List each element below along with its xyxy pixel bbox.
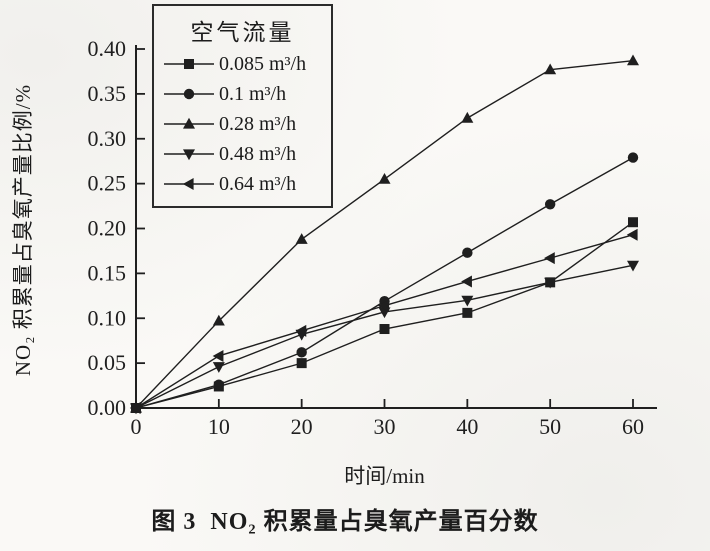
legend: 空气流量 0.085 m³/h 0.1 m³/h 0.28 m³/h 0.48 m³/… <box>152 4 333 208</box>
triangle-up-marker-icon <box>461 111 474 123</box>
circle-marker-icon <box>544 199 556 210</box>
y-axis-title: NO₂ 积累量占臭氧产量比例/% <box>11 83 35 377</box>
triangle-down-marker-icon <box>461 295 474 307</box>
legend-label: 0.085 m³/h <box>219 52 307 75</box>
y-tick-label: 0.30 <box>88 126 127 151</box>
x-axis-title: 时间/min <box>344 464 425 488</box>
figure-caption: 图 3 NO₂ 积累量占臭氧产量百分数 <box>151 509 539 535</box>
y-tick-label: 0.25 <box>88 171 127 196</box>
triangle-down-marker-icon <box>544 277 557 289</box>
y-tick-label: 0.10 <box>88 305 127 330</box>
triangle-up-marker-icon <box>627 54 639 66</box>
legend-items: 0.085 m³/h 0.1 m³/h 0.28 m³/h 0.48 m³/h 0.64… <box>154 49 331 199</box>
triangle-up-marker-icon <box>183 117 195 129</box>
square-marker-icon <box>379 324 390 335</box>
triangle-left-marker-icon <box>378 299 390 312</box>
x-tick-label: 60 <box>622 414 644 439</box>
square-legend-sample <box>164 59 214 69</box>
square-marker-icon <box>296 358 307 369</box>
triangle-up-marker-icon <box>378 172 391 184</box>
y-tick-label: 0.15 <box>88 260 127 285</box>
legend-title: 空气流量 <box>190 20 295 45</box>
triangle-up-marker-icon <box>544 63 557 75</box>
x-tick-label: 40 <box>456 414 478 439</box>
triangle-left-marker-icon <box>129 402 141 414</box>
legend-label: 0.48 m³/h <box>219 142 297 165</box>
legend-label: 0.28 m³/h <box>219 112 297 135</box>
square-marker-icon <box>462 307 473 318</box>
triangle-down-marker-icon <box>627 260 639 272</box>
square-marker-icon <box>184 59 194 69</box>
y-tick-label: 0.35 <box>88 81 127 106</box>
triangle-left-marker-icon <box>295 324 307 337</box>
legend-item: 0.1 m³/h <box>154 79 331 109</box>
triangle-up-legend-sample <box>164 117 214 129</box>
legend-item: 0.64 m³/h <box>154 169 331 199</box>
circle-legend-sample <box>164 88 214 100</box>
x-tick-label: 20 <box>291 414 313 439</box>
y-tick-label: 0.20 <box>88 216 127 241</box>
circle-marker-icon <box>462 247 473 258</box>
y-tick-label: 0.40 <box>88 36 127 61</box>
triangle-down-marker-icon <box>212 362 225 373</box>
legend-item: 0.48 m³/h <box>154 139 331 169</box>
legend-item: 0.28 m³/h <box>154 109 331 139</box>
triangle-up-marker-icon <box>295 233 308 244</box>
triangle-up-marker-icon <box>212 314 225 326</box>
legend-label: 0.64 m³/h <box>219 172 297 195</box>
series-line <box>135 234 634 409</box>
x-tick-label: 50 <box>539 414 561 439</box>
triangle-left-marker-icon <box>543 252 555 265</box>
legend-item: 0.085 m³/h <box>154 49 331 79</box>
legend-label: 0.1 m³/h <box>219 82 287 105</box>
triangle-left-marker-icon <box>461 275 472 288</box>
x-tick-label: 0 <box>131 414 142 439</box>
y-tick-label: 0.05 <box>88 350 127 375</box>
x-tick-label: 10 <box>208 414 230 439</box>
triangle-left-marker-icon <box>212 349 224 362</box>
triangle-left-marker-icon <box>182 178 194 190</box>
y-tick-label: 0.00 <box>88 395 127 420</box>
triangle-left-legend-sample <box>164 178 214 190</box>
triangle-left-marker-icon <box>626 228 638 241</box>
triangle-down-marker-icon <box>183 149 195 161</box>
circle-marker-icon <box>183 88 195 100</box>
line-chart: 0.00 0.05 0.10 0.15 0.20 0.25 0.30 0.35 0.40 0 10 2… <box>88 36 657 439</box>
circle-marker-icon <box>627 152 639 163</box>
square-marker-icon <box>628 217 638 228</box>
x-tick-label: 30 <box>374 414 396 439</box>
circle-marker-icon <box>296 347 307 358</box>
circle-marker-icon <box>213 379 225 390</box>
triangle-down-legend-sample <box>164 149 214 161</box>
